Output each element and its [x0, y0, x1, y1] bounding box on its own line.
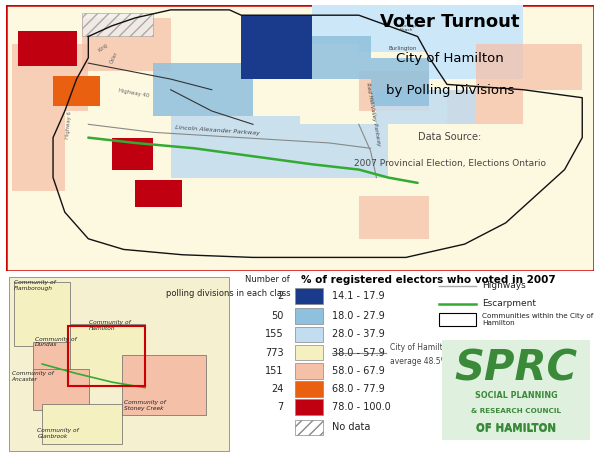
Text: 24: 24 [271, 384, 284, 394]
Text: Community of
Flamborough: Community of Flamborough [14, 280, 56, 291]
Text: Community of
Ancaster: Community of Ancaster [12, 371, 53, 382]
Polygon shape [476, 45, 582, 90]
Text: No data: No data [332, 422, 371, 432]
Bar [439, 313, 476, 326]
Bar [295, 399, 323, 415]
Text: Community of
Glanbrook: Community of Glanbrook [37, 428, 79, 439]
Bar [295, 288, 323, 304]
Text: 151: 151 [265, 366, 284, 376]
Text: SOCIAL PLANNING: SOCIAL PLANNING [475, 391, 557, 400]
Polygon shape [300, 124, 388, 177]
Polygon shape [70, 324, 145, 386]
Bar [295, 308, 323, 324]
Text: Community of
Stoney Creek: Community of Stoney Creek [124, 400, 166, 411]
Text: Highways: Highways [482, 281, 526, 290]
Polygon shape [112, 138, 153, 170]
Text: City of Hamilton: City of Hamilton [396, 52, 504, 66]
Text: % of registered electors who voted in 2007: % of registered electors who voted in 20… [301, 275, 556, 285]
Polygon shape [12, 111, 65, 191]
Polygon shape [136, 180, 182, 207]
Polygon shape [430, 5, 523, 85]
Text: City of Hamilton: City of Hamilton [390, 343, 452, 352]
Polygon shape [10, 277, 229, 451]
Text: by Polling Divisions: by Polling Divisions [386, 85, 514, 97]
Text: OF HAMILTON: OF HAMILTON [476, 424, 556, 434]
Text: Burlington
Beach: Burlington Beach [400, 24, 423, 32]
Text: 2: 2 [277, 291, 284, 301]
Text: 14.1 - 17.9: 14.1 - 17.9 [332, 291, 385, 301]
Text: Number of: Number of [245, 275, 290, 284]
Text: Escarpment: Escarpment [482, 299, 536, 308]
Bar [295, 363, 323, 379]
Polygon shape [312, 5, 430, 52]
Text: 68.0 - 77.9: 68.0 - 77.9 [332, 384, 385, 394]
Polygon shape [82, 18, 170, 71]
Polygon shape [42, 404, 122, 444]
Text: 78.0 - 100.0: 78.0 - 100.0 [332, 402, 391, 412]
Polygon shape [122, 355, 206, 415]
Polygon shape [447, 90, 523, 124]
Polygon shape [33, 342, 77, 373]
Text: SPRC: SPRC [455, 348, 577, 389]
Text: average 48.5%: average 48.5% [390, 357, 448, 366]
Text: Voter Turnout: Voter Turnout [380, 13, 520, 30]
Polygon shape [82, 13, 153, 36]
Polygon shape [359, 71, 430, 111]
Polygon shape [18, 31, 77, 66]
Text: 155: 155 [265, 329, 284, 339]
Bar [295, 381, 323, 397]
Polygon shape [153, 63, 253, 116]
Polygon shape [241, 15, 312, 79]
Bar [295, 327, 323, 342]
Bar [295, 345, 323, 360]
Text: Community of
Dundas: Community of Dundas [35, 337, 77, 348]
Polygon shape [371, 58, 430, 106]
Polygon shape [14, 282, 70, 346]
Polygon shape [359, 79, 523, 258]
Text: Burlington: Burlington [388, 46, 416, 51]
Polygon shape [376, 90, 476, 124]
Polygon shape [359, 196, 430, 239]
Text: 58.0 - 67.9: 58.0 - 67.9 [332, 366, 385, 376]
Text: King: King [97, 43, 109, 53]
Polygon shape [53, 76, 100, 106]
Text: polling divisions in each class: polling divisions in each class [166, 289, 290, 298]
Text: Data Source:: Data Source: [418, 132, 482, 142]
Polygon shape [33, 369, 89, 410]
Text: Lincoln Alexander Parkway: Lincoln Alexander Parkway [175, 125, 260, 136]
Text: Highway 6: Highway 6 [65, 111, 72, 139]
Polygon shape [300, 36, 371, 79]
Text: 50: 50 [271, 311, 284, 321]
Text: Red Hill Valley Parkway: Red Hill Valley Parkway [365, 82, 382, 147]
Text: 7: 7 [277, 402, 284, 412]
Text: 28.0 - 37.9: 28.0 - 37.9 [332, 329, 385, 339]
Polygon shape [6, 5, 594, 271]
Text: 38.0 - 57.9: 38.0 - 57.9 [332, 348, 385, 358]
Text: & RESEARCH COUNCIL: & RESEARCH COUNCIL [471, 408, 561, 414]
Text: Community of
Hamilton: Community of Hamilton [89, 320, 131, 331]
Text: Communities within the City of Hamilton: Communities within the City of Hamilton [482, 313, 593, 326]
Text: 773: 773 [265, 348, 284, 358]
Text: Highway 40: Highway 40 [118, 88, 149, 99]
Text: OF HAMILTON: OF HAMILTON [476, 423, 556, 433]
Polygon shape [88, 45, 359, 258]
Text: 18.0 - 27.9: 18.0 - 27.9 [332, 311, 385, 321]
Bar [295, 420, 323, 435]
Bar [442, 340, 590, 440]
Text: 2007 Provincial Election, Elections Ontario: 2007 Provincial Election, Elections Onta… [354, 159, 546, 168]
Polygon shape [170, 116, 300, 177]
Polygon shape [12, 45, 88, 111]
Text: Osler: Osler [109, 51, 119, 64]
